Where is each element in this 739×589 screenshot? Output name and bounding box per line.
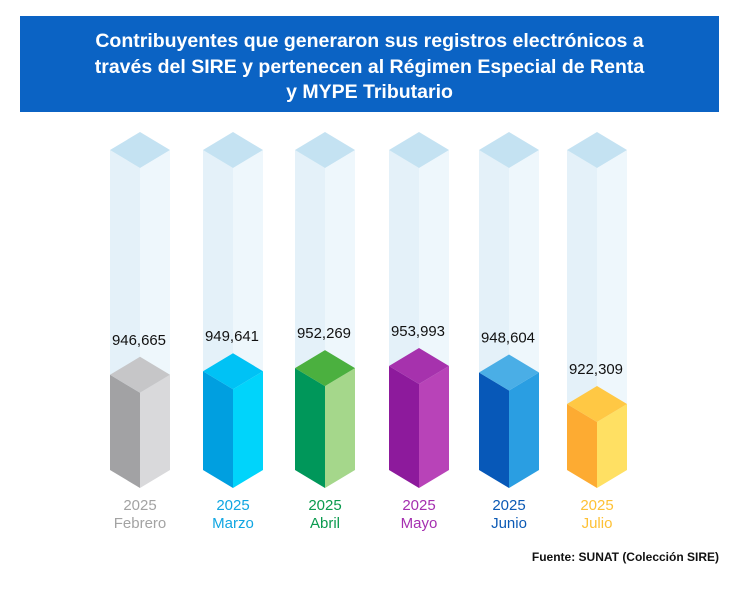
bar-left-face-junio xyxy=(479,372,509,488)
year-label-abril: 2025 xyxy=(308,497,341,514)
chart-title-line-2: través del SIRE y pertenecen al Régimen … xyxy=(94,55,645,78)
bar-top-face-julio xyxy=(567,386,627,422)
bar-right-face-junio xyxy=(509,372,539,488)
bar-right-face-febrero xyxy=(140,374,170,488)
ghost-column-top-julio xyxy=(567,132,627,168)
bar-left-face-mayo xyxy=(389,366,419,488)
value-label-julio: 922,309 xyxy=(569,361,623,378)
value-label-mayo: 953,993 xyxy=(391,323,445,340)
bar-right-face-abril xyxy=(325,368,355,488)
chart-title-line-1: Contribuyentes que generaron sus registr… xyxy=(95,30,644,52)
bar-top-face-abril xyxy=(295,350,355,387)
value-label-abril: 952,269 xyxy=(297,325,351,342)
year-label-junio: 2025 xyxy=(492,497,525,514)
bar-right-face-marzo xyxy=(233,371,263,488)
ghost-column-top-abril xyxy=(295,132,355,168)
source-note: Fuente: SUNAT (Colección SIRE) xyxy=(531,550,719,564)
bar-right-face-julio xyxy=(597,404,627,488)
month-label-abril: Abril xyxy=(310,515,340,532)
month-label-febrero: Febrero xyxy=(114,515,167,532)
ghost-column-top-febrero xyxy=(110,132,170,168)
chart-title-banner: Contribuyentes que generaron sus registr… xyxy=(20,16,719,112)
value-label-marzo: 949,641 xyxy=(205,328,259,345)
year-label-mayo: 2025 xyxy=(402,497,435,514)
month-label-marzo: Marzo xyxy=(212,515,254,532)
ghost-column-top-mayo xyxy=(389,132,449,168)
year-label-marzo: 2025 xyxy=(216,497,249,514)
month-label-mayo: Mayo xyxy=(401,515,438,532)
month-label-julio: Julio xyxy=(582,515,613,532)
bar-left-face-abril xyxy=(295,368,325,488)
ghost-column-right-julio xyxy=(597,150,627,448)
value-label-febrero: 946,665 xyxy=(112,332,166,349)
bar-left-face-febrero xyxy=(110,374,140,488)
year-label-febrero: 2025 xyxy=(123,497,156,514)
bar-left-face-julio xyxy=(567,404,597,488)
ghost-column-left-julio xyxy=(567,150,597,448)
bar-top-face-junio xyxy=(479,354,539,391)
bar-top-face-febrero xyxy=(110,356,170,393)
chart-title-line-3: y MYPE Tributario xyxy=(286,81,453,103)
year-label-julio: 2025 xyxy=(580,497,613,514)
bar-top-face-mayo xyxy=(389,348,449,384)
ghost-column-top-junio xyxy=(479,132,539,168)
ghost-column-top-marzo xyxy=(203,132,263,168)
bar-left-face-marzo xyxy=(203,371,233,488)
bar-top-face-marzo xyxy=(203,353,263,390)
value-label-junio: 948,604 xyxy=(481,329,535,346)
bar-right-face-mayo xyxy=(419,366,449,488)
month-label-junio: Junio xyxy=(491,515,527,532)
